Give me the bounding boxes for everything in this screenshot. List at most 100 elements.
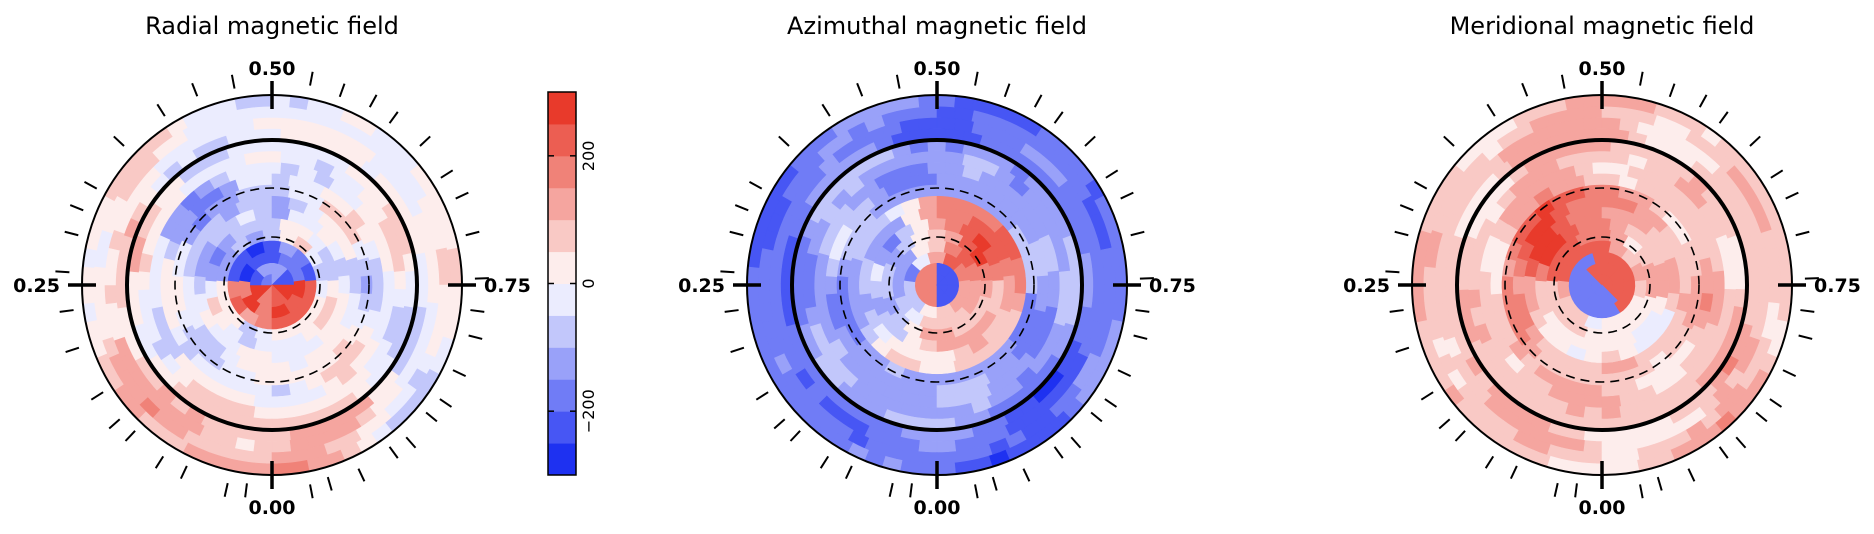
heatmap-cell (936, 395, 957, 409)
observation-tick (419, 135, 431, 147)
heatmap-cell (1434, 284, 1447, 305)
heatmap-cell (1679, 275, 1692, 295)
heatmap-cell (427, 284, 440, 305)
observation-tick (90, 391, 104, 401)
heatmap-cell (252, 105, 273, 119)
heatmap-cell (1768, 284, 1782, 305)
heatmap-cell (1092, 265, 1105, 286)
heatmap-cell (226, 279, 241, 300)
observation-tick (1718, 111, 1729, 124)
observation-tick (1389, 309, 1404, 313)
heatmap-cell (1723, 270, 1737, 291)
colorbar-level (548, 187, 576, 221)
heatmap-cell (1582, 406, 1603, 420)
observation-tick (191, 82, 199, 97)
observation-tick (1420, 391, 1434, 401)
heatmap-cell (382, 270, 396, 291)
heatmap-cell (1114, 266, 1128, 286)
heatmap-cell (1644, 280, 1659, 300)
observation-tick (69, 204, 84, 212)
heatmap (81, 94, 463, 476)
heatmap-cell (137, 288, 152, 309)
observation-tick (405, 436, 417, 449)
heatmap-cell (271, 105, 292, 119)
colorbar-level (548, 347, 576, 380)
panel-radial-field: Radial magnetic field 0.50 0.00 0.25 0.75 (13, 12, 531, 519)
heatmap-cell (271, 195, 291, 209)
heatmap-cell (1779, 266, 1793, 286)
observation-tick (156, 103, 166, 117)
observation-tick (455, 191, 469, 200)
heatmap-cell (1103, 265, 1117, 286)
observation-tick (1782, 369, 1797, 378)
heatmap-cell (338, 275, 351, 295)
phase-label-left: 0.25 (1343, 275, 1390, 297)
heatmap-cell (927, 161, 947, 174)
heatmap-cell (936, 94, 956, 108)
observation-tick (1687, 468, 1696, 482)
observation-tick (1798, 334, 1813, 340)
heatmap-cell (271, 395, 292, 409)
heatmap-cell (858, 275, 871, 295)
heatmap-cell (271, 349, 292, 364)
phase-label-top: 0.50 (249, 58, 296, 80)
heatmap-cell (1601, 184, 1621, 198)
observation-tick (1656, 476, 1663, 491)
heatmap-cell (1582, 395, 1603, 409)
observation-tick (1484, 455, 1495, 469)
heatmap-cell (1434, 265, 1447, 286)
heatmap-cell (1583, 383, 1603, 398)
heatmap-cell (1656, 280, 1670, 299)
observation-tick (1003, 83, 1011, 98)
heatmap-cell (271, 117, 292, 130)
heatmap-cell (1478, 270, 1492, 291)
heatmap-cell (1523, 275, 1536, 295)
heatmap-cell (936, 462, 956, 476)
heatmap-cell (253, 172, 273, 187)
heatmap-cell (253, 361, 273, 375)
heatmap-cell (252, 117, 273, 130)
observation-tick (55, 270, 70, 274)
heatmap-cell (449, 266, 463, 286)
chart-title: Meridional magnetic field (1450, 12, 1755, 40)
heatmap-cell (880, 280, 895, 300)
heatmap-cell (1103, 284, 1117, 305)
observation-tick (452, 369, 467, 378)
heatmap-cell (271, 184, 291, 198)
observation-tick (1385, 270, 1400, 274)
observation-tick (821, 103, 831, 117)
observation-tick (326, 476, 333, 491)
heatmap-cell (271, 451, 292, 465)
heatmap-cell (1690, 275, 1703, 295)
heatmap-cell (81, 266, 95, 286)
heatmap-cell (936, 451, 957, 465)
heatmap-cell (1582, 117, 1603, 130)
equator-circle (790, 138, 1084, 432)
observation-tick (1486, 103, 1496, 117)
heatmap-cell (918, 94, 938, 108)
heatmap-cell (746, 284, 760, 304)
heatmap-cell (918, 172, 938, 187)
heatmap-cell (1601, 117, 1622, 130)
observation-ticks (720, 71, 1154, 499)
observation-tick (1394, 230, 1409, 237)
observation-tick (1521, 82, 1529, 97)
heatmap-cell (1592, 161, 1612, 174)
heatmap-cell (936, 206, 957, 221)
observation-tick (1135, 309, 1150, 313)
observation-tick (844, 465, 853, 480)
observation-ticks (55, 71, 489, 499)
observation-tick (1395, 346, 1410, 354)
heatmap-cell (1583, 184, 1603, 198)
heatmap-cell (193, 275, 206, 295)
heatmap-cell (1601, 349, 1622, 364)
heatmap-cell (918, 372, 938, 386)
phase-label-top: 0.50 (914, 58, 961, 80)
heatmap-cell (1582, 105, 1603, 119)
heatmap-cell (438, 265, 452, 286)
latitude-circle-60 (839, 187, 1035, 383)
heatmap-cell (757, 284, 771, 305)
heatmap-cell (918, 195, 938, 209)
heatmap-cell (1467, 288, 1482, 309)
observation-tick (789, 430, 801, 442)
